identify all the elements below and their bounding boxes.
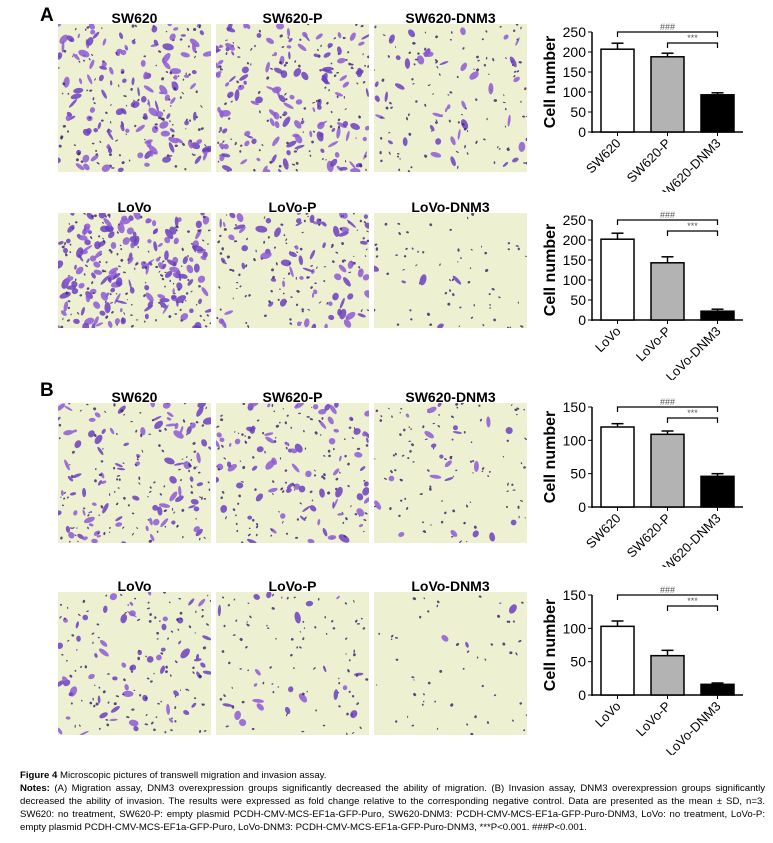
bar [700,475,735,508]
y-tick-label: 200 [563,232,587,248]
y-axis-label: Cell number [542,224,559,316]
significance-bracket [616,219,719,225]
x-tick-label: LoVo-DNM3 [663,699,724,755]
image-title: LoVo [117,578,152,594]
microscopy-image [374,592,527,735]
image-title: LoVo-P [268,199,317,215]
microscopy-image [216,213,369,328]
bar [600,625,635,696]
significance-bracket [666,605,719,611]
significance-bracket [666,230,719,236]
image-title: SW620 [111,10,158,26]
significance-label: ### [660,22,675,32]
y-tick-label: 250 [563,212,587,228]
bar [650,654,685,696]
microscopy-image [374,213,527,328]
significance-label: *** [687,33,698,43]
significance-label: ### [660,397,675,407]
x-tick-label: LoVo [592,699,624,731]
bar [600,426,635,508]
bar [650,56,685,133]
image-title: SW620 [111,389,158,405]
notes-text: (A) Migration assay, DNM3 overexpression… [20,783,765,833]
y-tick-label: 100 [563,272,587,288]
x-tick-label: SW620 [583,136,624,177]
image-title: SW620-DNM3 [405,10,496,26]
y-axis-label: Cell number [542,411,559,503]
significance-label: *** [687,596,698,606]
significance-label: *** [687,408,698,418]
image-title: LoVo-DNM3 [411,199,490,215]
significance-bracket [666,42,719,48]
y-tick-label: 100 [563,84,587,100]
x-tick-label: LoVo-P [633,699,674,740]
figure-label: Figure 4 [20,770,58,781]
y-tick-label: 50 [570,654,586,670]
significance-bracket [666,417,719,423]
y-tick-label: 0 [578,312,586,328]
microscopy-image [374,24,527,172]
y-tick-label: 150 [563,399,587,415]
panel-letter-a: A [40,5,54,26]
y-tick-label: 50 [570,292,586,308]
bar [700,310,735,321]
x-tick-label: SW620-P [624,136,674,186]
bar [700,94,735,133]
y-tick-label: 250 [563,24,587,40]
bar [600,48,635,133]
significance-label: *** [687,221,698,231]
bar [650,433,685,508]
y-tick-label: 0 [578,124,586,140]
y-tick-label: 100 [563,432,587,448]
microscopy-image [216,592,369,735]
notes-label: Notes: [20,783,50,794]
image-title: SW620-DNM3 [405,389,496,405]
image-title: SW620-P [262,389,323,405]
significance-label: ### [660,585,675,595]
y-tick-label: 100 [563,620,587,636]
microscopy-image [58,592,211,735]
bar [600,238,635,321]
y-tick-label: 150 [563,64,587,80]
microscopy-image [216,24,369,172]
y-tick-label: 150 [563,587,587,603]
image-title: SW620-P [262,10,323,26]
y-tick-label: 50 [570,104,586,120]
microscopy-image [216,403,369,543]
bar [700,683,735,696]
figure-title: Microscopic pictures of transwell migrat… [60,770,327,781]
y-tick-label: 50 [570,466,586,482]
x-tick-label: LoVo-P [633,324,674,365]
x-tick-label: SW620-P [624,511,674,561]
image-title: LoVo-P [268,578,317,594]
x-tick-label: LoVo [592,324,624,356]
image-title: LoVo-DNM3 [411,578,490,594]
bar [650,262,685,321]
y-tick-label: 0 [578,499,586,515]
y-tick-label: 200 [563,44,587,60]
significance-bracket [616,594,719,600]
y-tick-label: 150 [563,252,587,268]
y-axis-label: Cell number [542,599,559,691]
x-tick-label: SW620 [583,511,624,552]
significance-bracket [616,31,719,37]
image-title: LoVo [117,199,152,215]
significance-bracket [616,406,719,412]
significance-label: ### [660,210,675,220]
x-tick-label: LoVo-DNM3 [663,324,724,380]
microscopy-image [58,213,211,328]
figure-caption: Figure 4 Microscopic pictures of transwe… [20,769,765,834]
microscopy-image [374,403,527,543]
microscopy-image [58,24,211,172]
y-tick-label: 0 [578,687,586,703]
microscopy-image [58,403,211,543]
panel-letter-b: B [40,380,54,401]
y-axis-label: Cell number [542,36,559,128]
